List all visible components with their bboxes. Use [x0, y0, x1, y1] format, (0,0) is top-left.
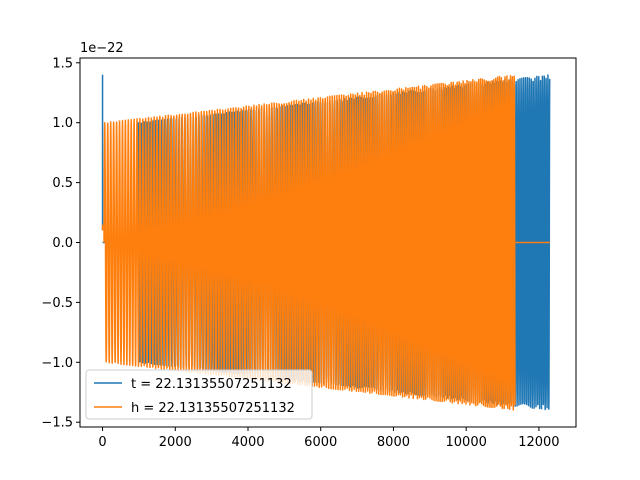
y-tick-label: 1.0 — [52, 116, 73, 131]
legend-label-h: h = 22.13135507251132 — [131, 401, 295, 416]
x-tick-label: 8000 — [377, 435, 410, 450]
legend-box — [85, 369, 313, 420]
x-tick-label: 10000 — [446, 435, 487, 450]
legend-label-t: t = 22.13135507251132 — [131, 377, 292, 392]
y-tick-label: −1.0 — [41, 356, 73, 371]
y-tick-label: −0.5 — [41, 296, 73, 311]
x-tick-label: 6000 — [304, 435, 337, 450]
y-offset-label: 1e−22 — [80, 41, 124, 56]
x-tick-label: 12000 — [518, 435, 559, 450]
y-tick-label: −1.5 — [41, 416, 73, 431]
y-tick-label: 1.5 — [52, 56, 73, 71]
legend: t = 22.13135507251132 h = 22.13135507251… — [85, 369, 313, 420]
y-tick-label: 0.5 — [52, 176, 73, 191]
y-tick-label: 0.0 — [52, 236, 73, 251]
x-tick-label: 4000 — [231, 435, 264, 450]
x-tick-label: 2000 — [159, 435, 192, 450]
x-tick-label: 0 — [98, 435, 106, 450]
axes: 0 2000 4000 6000 8000 10000 12000 −1.5 −1.0 −0.5 0… — [41, 56, 577, 450]
